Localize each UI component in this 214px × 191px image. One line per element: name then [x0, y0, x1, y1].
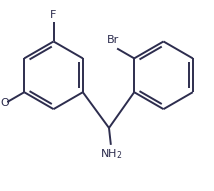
Text: Br: Br: [107, 35, 119, 45]
Text: F: F: [50, 10, 57, 20]
Text: O: O: [0, 99, 9, 108]
Text: NH$_2$: NH$_2$: [100, 147, 122, 160]
